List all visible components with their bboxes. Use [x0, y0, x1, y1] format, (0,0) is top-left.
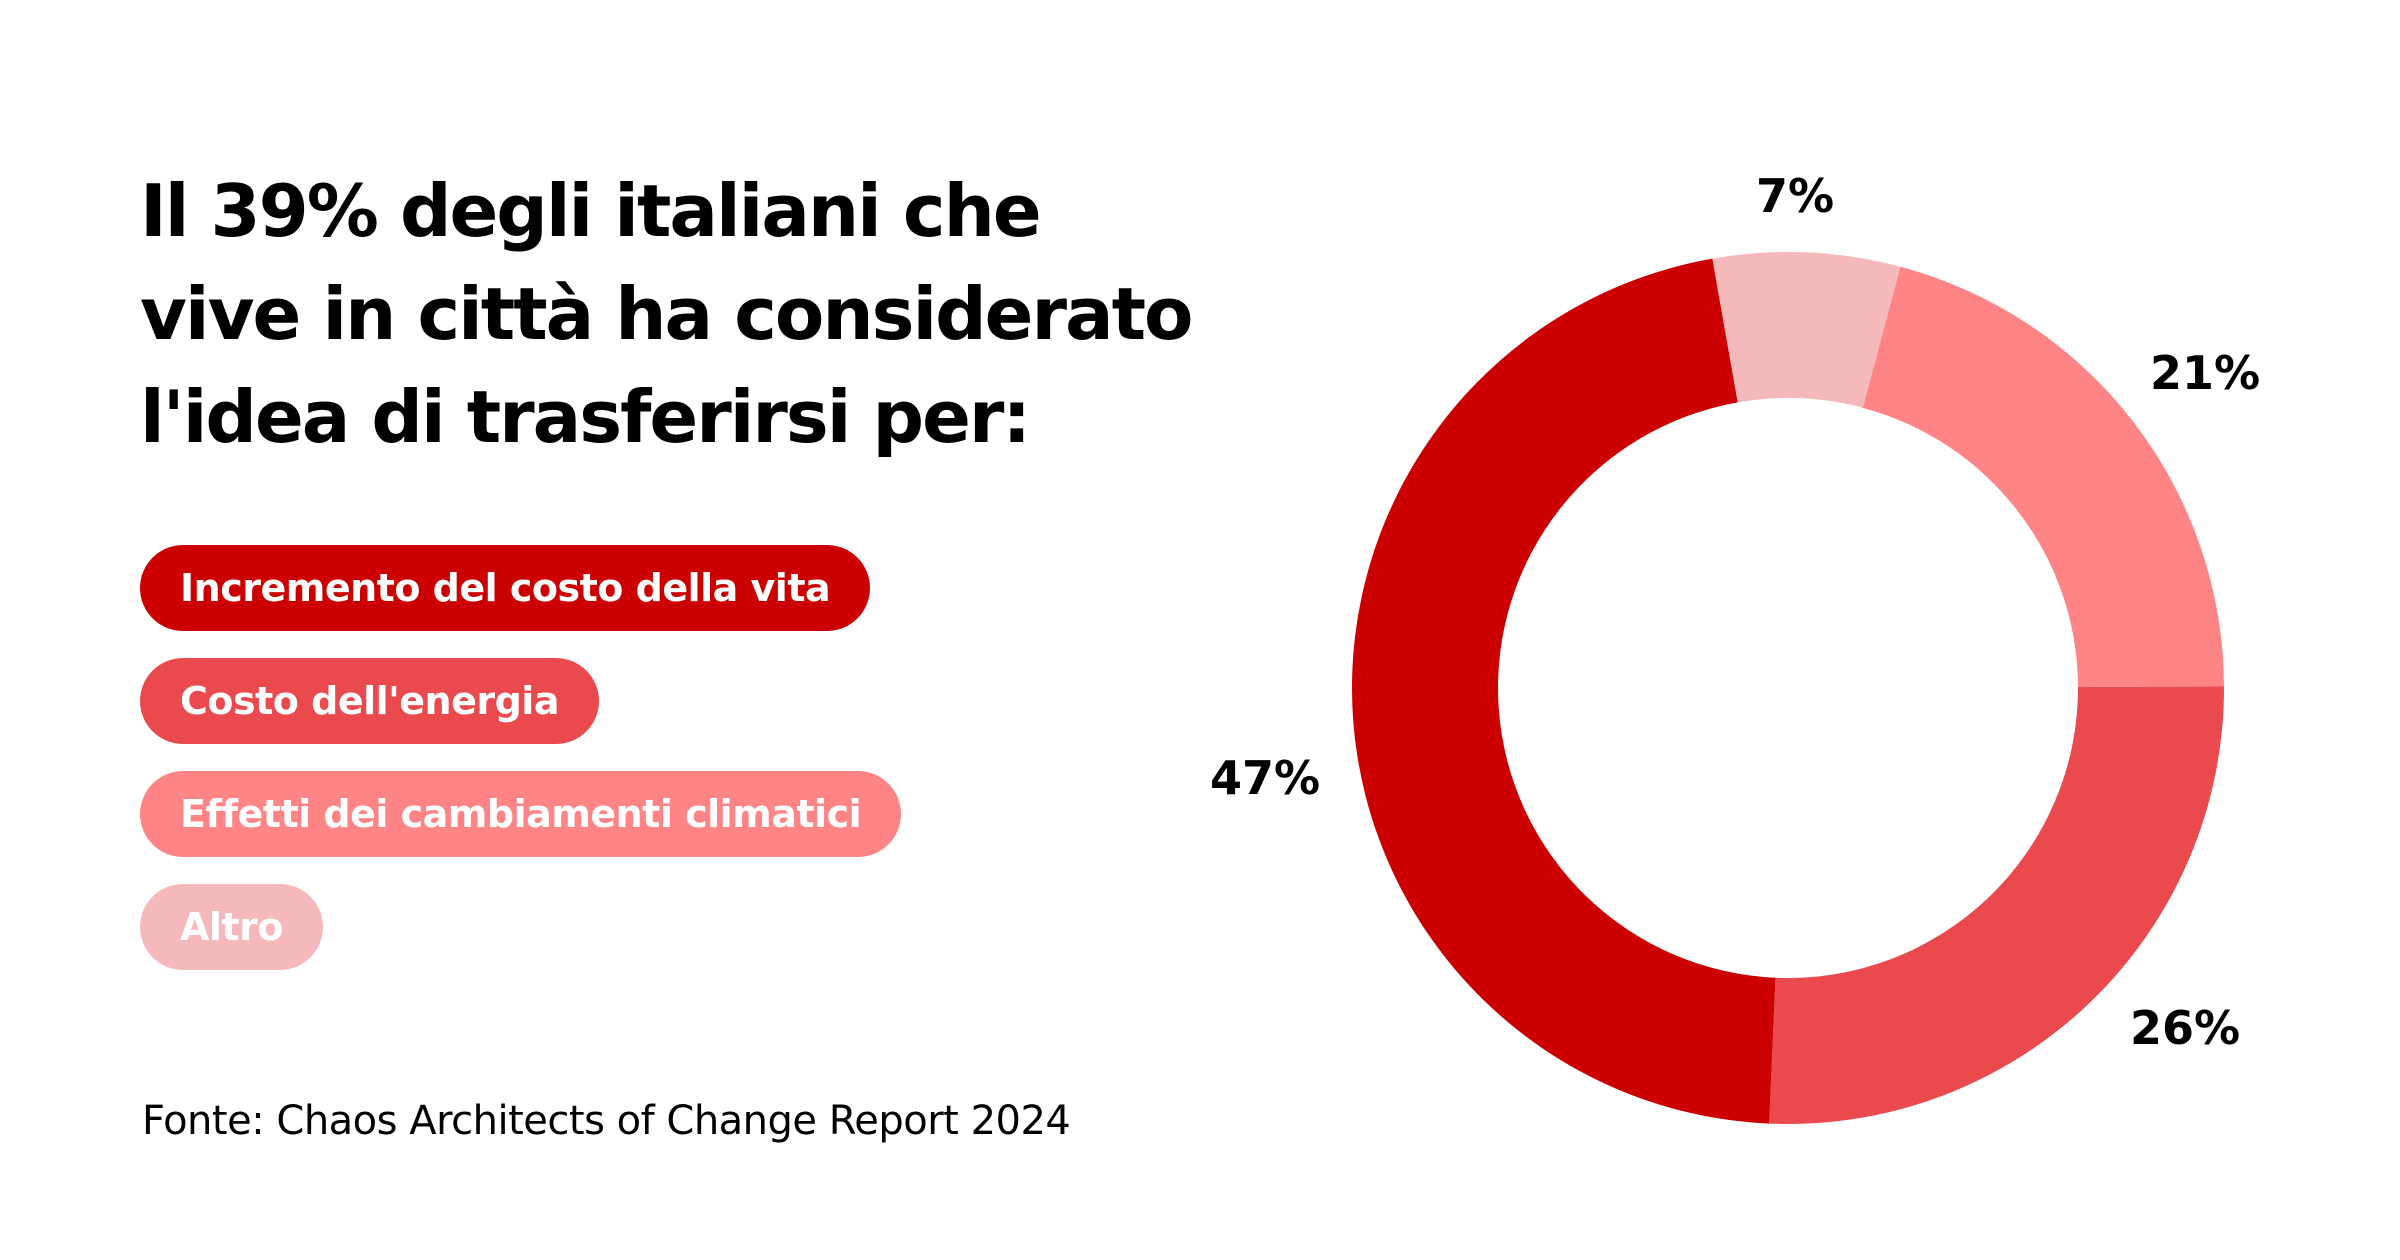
slice-altro — [1712, 252, 1901, 408]
slice-costo-energia — [1769, 686, 2224, 1124]
label-7: 7% — [1756, 169, 1834, 223]
slice-incremento-costo-vita — [1352, 258, 1776, 1124]
chart-title: Il 39% degli italiani che vive in città … — [140, 160, 1300, 469]
title-line-1: Il 39% degli italiani che — [140, 169, 1042, 253]
legend-item-altro: Altro — [140, 884, 323, 970]
title-line-2: vive in città ha considerato — [140, 272, 1193, 356]
label-26: 26% — [2130, 1001, 2240, 1055]
legend-item-costo-energia: Costo dell'energia — [140, 658, 599, 744]
legend: Incremento del costo della vita Costo de… — [140, 545, 902, 997]
source-note: Fonte: Chaos Architects of Change Report… — [142, 1098, 1071, 1144]
slice-cambiamenti-climatici — [1862, 266, 2224, 687]
legend-item-incremento-costo-vita: Incremento del costo della vita — [140, 545, 871, 631]
title-line-3: l'idea di trasferirsi per: — [140, 375, 1031, 459]
label-47: 47% — [1210, 751, 1320, 805]
legend-item-cambiamenti-climatici: Effetti dei cambiamenti climatici — [140, 771, 902, 857]
label-21: 21% — [2150, 346, 2260, 400]
